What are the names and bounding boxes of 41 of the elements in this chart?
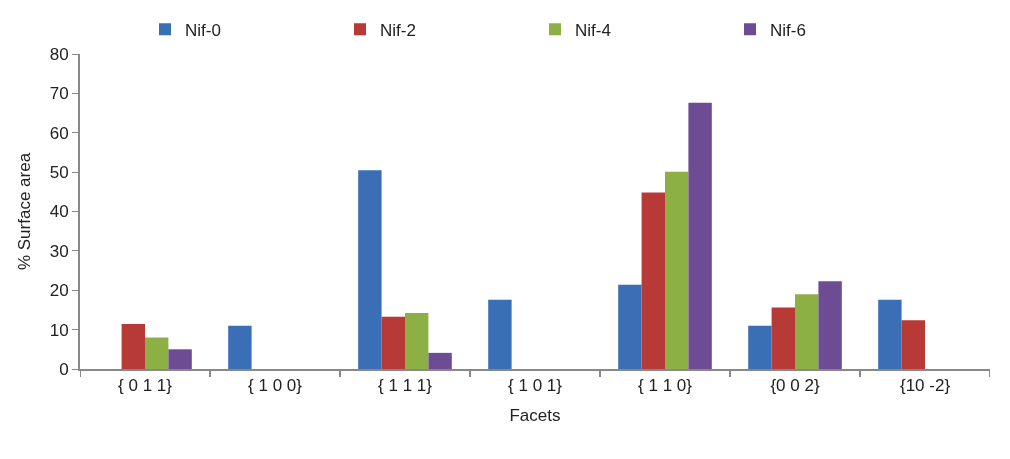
bar: [665, 171, 689, 369]
bar: [748, 325, 772, 369]
bar: [688, 102, 712, 369]
legend-label: Nif-0: [185, 20, 221, 40]
bar: [641, 192, 665, 369]
y-tick-label: 20: [49, 281, 69, 301]
bar: [405, 313, 429, 369]
x-tick-label: { 1 1 0}: [638, 376, 693, 396]
bar: [381, 316, 405, 369]
bar: [818, 281, 842, 369]
x-tick-label: {10 -2}: [899, 376, 951, 396]
y-axis-title: % Surface area: [14, 152, 34, 271]
legend-label: Nif-6: [770, 20, 806, 40]
x-tick-label: { 1 1 1}: [378, 376, 433, 396]
bar: [901, 320, 925, 369]
bar: [878, 299, 902, 369]
y-tick-label: 60: [49, 123, 69, 143]
x-tick-label: {0 0 2}: [770, 376, 820, 396]
y-tick-label: 50: [49, 163, 69, 183]
y-tick-label: 80: [49, 44, 69, 64]
x-axis-title: Facets: [509, 406, 561, 426]
y-tick-label: 70: [49, 84, 69, 104]
bar: [358, 170, 382, 369]
bar: [771, 307, 795, 369]
bar: [795, 294, 819, 369]
legend-label: Nif-2: [380, 20, 416, 40]
bar: [618, 284, 642, 369]
x-tick-label: { 1 0 0}: [248, 376, 303, 396]
bar: [168, 349, 192, 369]
bar: [428, 352, 452, 369]
bar: [121, 324, 145, 369]
x-tick-label: { 0 1 1}: [118, 376, 173, 396]
legend-label: Nif-4: [575, 20, 611, 40]
y-tick-label: 0: [59, 359, 69, 379]
bar: [488, 299, 512, 369]
bar: [228, 325, 252, 369]
y-tick-label: 10: [49, 320, 69, 340]
x-tick-label: { 1 0 1}: [508, 376, 563, 396]
y-tick-label: 30: [49, 241, 69, 261]
bar: [145, 337, 169, 369]
y-tick-label: 40: [49, 202, 69, 222]
